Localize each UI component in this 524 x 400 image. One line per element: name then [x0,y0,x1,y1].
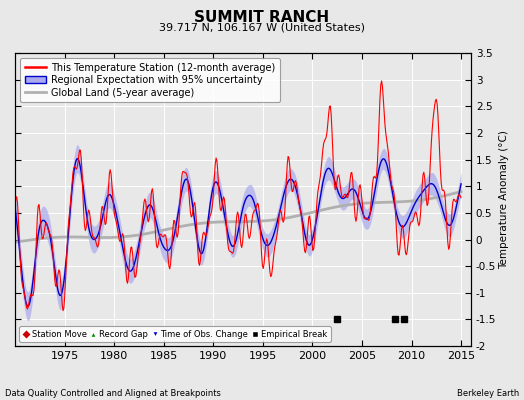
Text: 39.717 N, 106.167 W (United States): 39.717 N, 106.167 W (United States) [159,22,365,32]
Text: SUMMIT RANCH: SUMMIT RANCH [194,10,330,25]
Legend: Station Move, Record Gap, Time of Obs. Change, Empirical Break: Station Move, Record Gap, Time of Obs. C… [19,326,331,342]
Text: Berkeley Earth: Berkeley Earth [456,389,519,398]
Y-axis label: Temperature Anomaly (°C): Temperature Anomaly (°C) [499,130,509,269]
Text: Data Quality Controlled and Aligned at Breakpoints: Data Quality Controlled and Aligned at B… [5,389,221,398]
